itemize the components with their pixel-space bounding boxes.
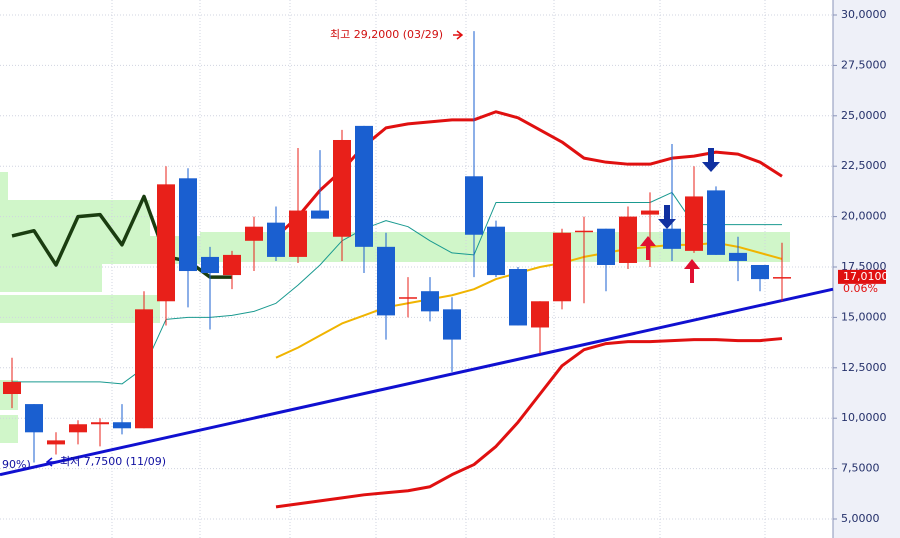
low-note: 최저 7,7500 (11/09): [60, 455, 166, 468]
candle-body: [641, 210, 659, 215]
candle-body: [113, 422, 131, 429]
candle-body: [69, 424, 87, 433]
candle-body: [509, 269, 527, 326]
candle-body: [91, 422, 109, 425]
y-tick-label: 22,5000: [841, 159, 887, 172]
candle-body: [663, 228, 681, 249]
candle-body: [685, 196, 703, 251]
candle-body: [377, 246, 395, 316]
candle-body: [421, 291, 439, 312]
y-tick-label: 15,0000: [841, 310, 887, 323]
candle-body: [289, 210, 307, 257]
candle-body: [355, 125, 373, 247]
candle-body: [311, 210, 329, 219]
candle-body: [47, 440, 65, 445]
left-note: 90%): [2, 458, 31, 471]
candle-body: [773, 277, 791, 279]
y-tick-label: 27,5000: [841, 58, 887, 71]
y-tick-label: 30,0000: [841, 8, 887, 21]
y-tick-label: 10,0000: [841, 411, 887, 424]
candle-body: [443, 309, 461, 340]
overlay-line: [275, 337, 783, 509]
candle-body: [245, 226, 263, 241]
y-axis-panel: [833, 0, 900, 538]
price-tag: [838, 269, 886, 284]
candle-body: [553, 232, 571, 302]
y-tick-label: 12,5000: [841, 361, 887, 374]
candle-body: [575, 230, 593, 233]
y-tick-label: 5,0000: [841, 512, 880, 525]
price-tag-label: 17,0100: [843, 270, 889, 283]
candle-body: [751, 264, 769, 280]
candle-body: [619, 216, 637, 263]
signal-arrows: [45, 30, 720, 467]
candle-body: [729, 252, 747, 261]
candle-body: [157, 184, 175, 302]
y-tick-label: 7,5000: [841, 462, 880, 475]
candle-body: [3, 381, 21, 395]
candle-body: [399, 297, 417, 299]
candle-body: [707, 190, 725, 255]
change-label: 0.06%: [843, 282, 878, 295]
candle-body: [201, 256, 219, 274]
candle-body: [179, 178, 197, 272]
candle-body: [465, 176, 483, 235]
candle-body: [487, 226, 505, 276]
y-tick-label: 20,0000: [841, 210, 887, 223]
trendline: [0, 287, 834, 477]
candle-body: [531, 301, 549, 328]
candle-body: [267, 222, 285, 257]
candle-body: [25, 404, 43, 433]
candle-body: [333, 139, 351, 237]
y-tick-label: 17,5000: [841, 260, 887, 273]
candle-body: [597, 228, 615, 265]
high-note: 최고 29,2000 (03/29): [330, 28, 443, 41]
candle-body: [223, 254, 241, 276]
y-tick-label: 25,0000: [841, 109, 887, 122]
candle-body: [135, 309, 153, 429]
